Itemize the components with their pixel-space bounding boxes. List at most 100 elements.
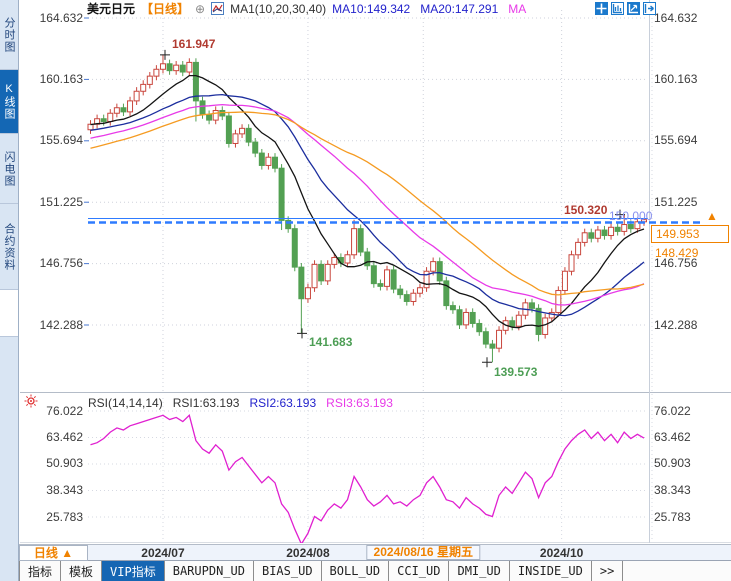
candle-body [100,118,107,122]
candle-body [173,64,180,72]
indicator-tab-4[interactable]: BARUPDN_UD [165,561,254,581]
candle-body [127,100,134,113]
candle-body [153,68,160,77]
indicator-tab-5[interactable]: BIAS_UD [254,561,322,581]
candle-body [482,331,489,345]
candle-body [159,63,166,70]
collapse-right-icon[interactable] [643,2,656,15]
candle-body [311,263,318,289]
indicator-tab-1[interactable]: 指标 [19,561,62,581]
candle-body [588,232,595,239]
candle-body [542,317,549,335]
candle-body [443,280,450,307]
period-selector-arrow-icon: ▲ [61,546,74,560]
indicator-settings-icon[interactable] [24,394,38,408]
candle-body [548,311,555,319]
ma-value-label: MA10:149.342 [332,1,411,16]
chart-canvas[interactable]: 美元日元 【日线】 ⊕ MA1(10,20,30,40) MA10:149.34… [0,0,731,543]
secondary-price-label: 148.429 [655,246,699,260]
sidebar-spacer [0,290,18,337]
period-selector[interactable]: 日线 ▲ [19,545,88,561]
rsi-params-label: RSI(14,14,14) [88,396,163,410]
candle-body [416,287,423,294]
candle-body [318,263,325,282]
rsi-header: RSI(14,14,14) RSI1:63.193 RSI2:63.193 RS… [88,396,393,410]
indicator-tab-3[interactable]: VIP指标 [102,561,165,581]
candle-body [403,294,410,302]
sidebar-item-4[interactable]: 合约资料 [0,204,18,290]
indicator-window-icon[interactable] [611,2,624,15]
candle-body [476,322,483,333]
candle-body [258,152,265,166]
selected-date-label[interactable]: 2024/08/16 星期五 [366,545,480,560]
rsi-axis-label: 50.903 [46,456,83,471]
rsi-axis-label: 25.783 [654,509,691,524]
candle-body [436,261,443,282]
current-price-tag: 149.953 [651,225,729,243]
candle-body [515,314,522,327]
candle-body [252,141,259,154]
candle-body [390,269,397,290]
candle-body [627,224,634,230]
candle-body [166,63,173,72]
rsi-axis-label: 63.462 [654,430,691,444]
candle-body [449,305,456,311]
candle-body [357,228,364,253]
rsi-line [90,414,645,543]
candle-body [608,226,615,237]
indicator-tab-2[interactable]: 模板 [61,561,103,581]
sidebar-item-2[interactable]: K线图 [0,70,18,134]
candle-body [430,261,437,272]
candle-body [509,320,516,327]
candle-body [370,265,377,285]
candle-body [133,90,140,102]
rsi-axis-label: 63.462 [46,430,83,444]
add-indicator-icon[interactable]: ⊕ [195,1,206,16]
indicator-tab-6[interactable]: BOLL_UD [322,561,390,581]
date-axis-row: 日线 ▲ 2024/07 2024/08 2024/08/16 星期五 2024/10 [19,544,731,561]
candles [87,54,647,363]
price-axis-label: 142.288 [654,317,698,332]
indicator-tab-10[interactable]: >> [592,561,624,581]
indicator-tab-7[interactable]: CCI_UD [389,561,450,581]
rsi-axis-label: 76.022 [46,403,83,418]
candle-body [285,219,292,230]
candle-body [364,251,371,267]
candle-body [291,228,298,268]
mini-chart-icon[interactable] [211,2,225,15]
date-tick-label: 2024/10 [539,546,584,560]
candle-body [245,127,252,143]
price-axis-label: 151.225 [654,194,698,209]
crosshair-icon[interactable] [595,2,608,15]
symbol-name: 美元日元 [87,2,136,16]
ma-value-label: MA [508,1,527,16]
sidebar-item-1[interactable]: 分时图 [0,0,18,70]
candle-body [384,269,391,287]
candle-body [146,75,153,85]
candle-body [324,263,331,282]
price-annotation: 150.320 [564,203,608,217]
rsi-axis-label: 50.903 [654,456,691,471]
rsi3-value: RSI3:63.193 [326,396,393,410]
extreme-marker [160,49,170,60]
candle-body [594,229,601,239]
candle-body [179,64,186,73]
rsi1-value: RSI1:63.193 [172,396,240,410]
candle-body [634,221,641,230]
indicator-tab-9[interactable]: INSIDE_UD [510,561,592,581]
indicator-tab-8[interactable]: DMI_UD [449,561,510,581]
candle-body [331,257,338,265]
indicator-tab-bar: 指标 模板 VIP指标 BARUPDN_UD BIAS_UD BOLL_UD CCI_UD D… [19,561,731,581]
candle-body [397,288,404,296]
rsi-axis-label: 38.343 [46,482,83,497]
date-tick-label: 2024/07 [141,546,185,560]
sidebar-item-3[interactable]: 闪电图 [0,134,18,204]
chart-type-sidebar: 分时图 K线图 闪电图 合约资料 [0,0,19,581]
candle-body [265,156,272,166]
chart-pane-icon[interactable] [627,2,640,15]
candle-body [304,287,311,300]
ma-line-20 [90,93,645,317]
price-axis-label: 146.756 [654,256,698,271]
candle-body [351,228,358,256]
